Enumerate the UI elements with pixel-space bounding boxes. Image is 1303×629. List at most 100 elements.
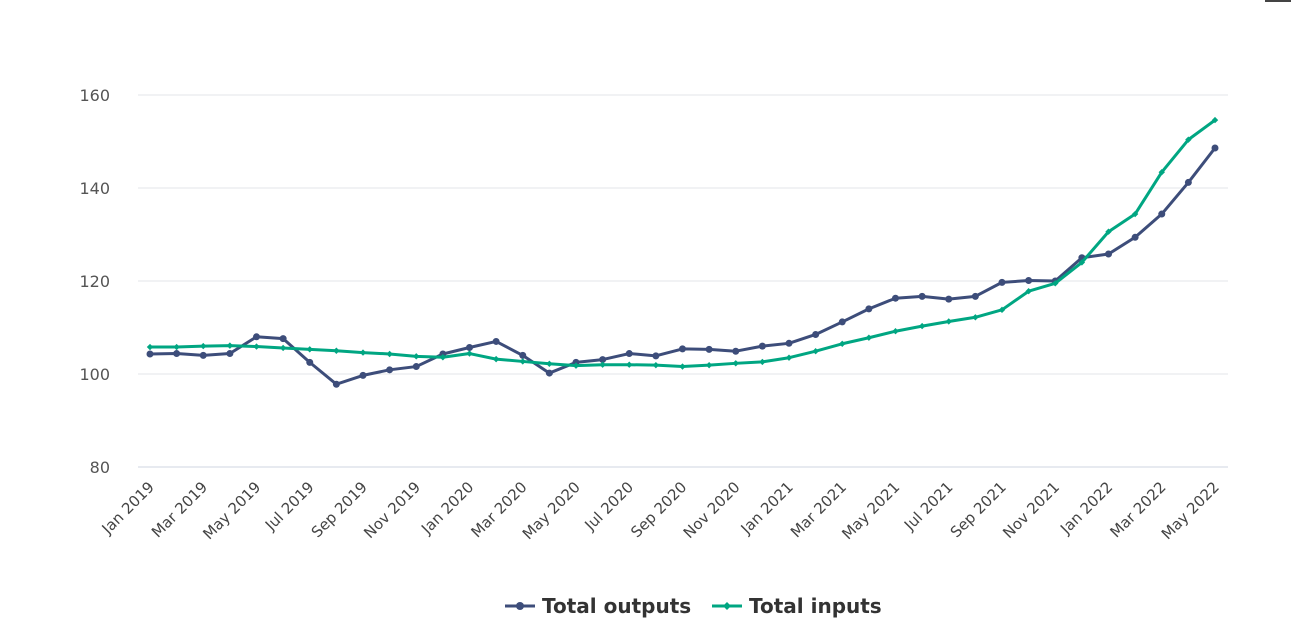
y-tick-label-100: 100 <box>79 365 110 384</box>
point-total-inputs-sep-2019[interactable] <box>359 349 367 356</box>
point-total-outputs-may-2022[interactable] <box>1211 144 1219 152</box>
point-total-inputs-mar-2021[interactable] <box>839 340 846 347</box>
point-total-outputs-aug-2021[interactable] <box>971 292 979 300</box>
point-total-outputs-jan-2021[interactable] <box>785 339 793 347</box>
x-tick-label-nov-2019: Nov 2019 <box>360 478 424 542</box>
point-total-inputs-aug-2020[interactable] <box>652 361 660 369</box>
legend: Total outputs Total inputs <box>505 594 882 618</box>
point-total-outputs-mar-2019[interactable] <box>199 351 207 359</box>
legend-item-total-inputs[interactable]: Total inputs <box>712 594 882 618</box>
point-total-outputs-jan-2019[interactable] <box>146 350 154 358</box>
point-total-inputs-may-2019[interactable] <box>253 343 260 350</box>
point-total-inputs-feb-2022[interactable] <box>1131 210 1139 218</box>
point-total-outputs-nov-2019[interactable] <box>412 363 420 371</box>
point-total-outputs-mar-2022[interactable] <box>1158 210 1166 218</box>
point-total-inputs-feb-2021[interactable] <box>812 348 819 355</box>
point-total-inputs-sep-2020[interactable] <box>679 363 686 370</box>
point-total-inputs-dec-2021[interactable] <box>1078 259 1086 266</box>
point-total-outputs-sep-2019[interactable] <box>359 371 367 379</box>
point-total-outputs-oct-2021[interactable] <box>1025 277 1033 285</box>
point-total-outputs-nov-2020[interactable] <box>732 347 740 355</box>
point-total-outputs-feb-2020[interactable] <box>492 337 500 345</box>
x-tick-label-may-2021: May 2021 <box>838 478 903 543</box>
legend-item-total-outputs[interactable]: Total outputs <box>505 594 691 618</box>
point-total-inputs-jun-2020[interactable] <box>599 361 606 368</box>
legend-marker-total-inputs <box>723 602 731 610</box>
point-total-outputs-may-2021[interactable] <box>892 294 899 302</box>
point-total-inputs-may-2020[interactable] <box>572 362 580 369</box>
point-total-inputs-oct-2020[interactable] <box>705 361 713 369</box>
point-total-inputs-apr-2019[interactable] <box>226 342 234 349</box>
point-total-inputs-aug-2021[interactable] <box>972 314 979 321</box>
point-total-outputs-dec-2020[interactable] <box>758 342 766 350</box>
point-total-outputs-jul-2020[interactable] <box>625 350 633 358</box>
point-total-inputs-may-2021[interactable] <box>892 328 899 335</box>
point-total-inputs-jun-2019[interactable] <box>279 344 287 352</box>
point-total-inputs-jan-2021[interactable] <box>785 354 793 361</box>
point-total-inputs-jul-2019[interactable] <box>306 346 313 353</box>
y-tick-label-140: 140 <box>79 179 110 198</box>
point-total-inputs-feb-2020[interactable] <box>492 355 500 363</box>
x-tick-label-may-2020: May 2020 <box>519 478 584 543</box>
point-total-inputs-oct-2019[interactable] <box>386 350 393 358</box>
point-total-outputs-aug-2020[interactable] <box>652 352 660 360</box>
x-tick-label-nov-2021: Nov 2021 <box>999 478 1063 542</box>
point-total-inputs-apr-2020[interactable] <box>546 360 553 367</box>
point-total-outputs-feb-2021[interactable] <box>812 330 820 338</box>
series-lines <box>146 116 1219 388</box>
point-total-inputs-dec-2020[interactable] <box>759 358 766 366</box>
point-total-outputs-apr-2020[interactable] <box>545 369 553 377</box>
point-total-inputs-jul-2020[interactable] <box>626 361 633 368</box>
point-total-outputs-feb-2019[interactable] <box>173 350 181 358</box>
x-tick-label-may-2019: May 2019 <box>199 478 264 543</box>
point-total-outputs-feb-2022[interactable] <box>1131 233 1139 241</box>
point-total-inputs-nov-2019[interactable] <box>413 353 420 360</box>
point-total-inputs-sep-2021[interactable] <box>998 306 1006 314</box>
point-total-outputs-sep-2021[interactable] <box>998 278 1006 286</box>
point-total-inputs-oct-2021[interactable] <box>1025 288 1032 295</box>
point-total-inputs-nov-2021[interactable] <box>1052 280 1059 287</box>
point-total-outputs-apr-2022[interactable] <box>1184 178 1192 186</box>
y-tick-label-120: 120 <box>79 272 110 291</box>
point-total-outputs-apr-2019[interactable] <box>226 350 234 358</box>
point-total-inputs-apr-2021[interactable] <box>865 334 873 341</box>
point-total-inputs-feb-2019[interactable] <box>173 343 180 351</box>
point-total-inputs-mar-2022[interactable] <box>1158 168 1165 176</box>
point-total-inputs-jan-2022[interactable] <box>1105 228 1112 235</box>
point-total-outputs-jun-2021[interactable] <box>918 292 926 300</box>
series-line-total-inputs <box>148 118 1217 369</box>
point-total-outputs-jul-2019[interactable] <box>306 358 314 366</box>
point-total-inputs-jun-2021[interactable] <box>918 322 926 330</box>
point-total-outputs-oct-2019[interactable] <box>386 366 394 374</box>
point-total-outputs-mar-2020[interactable] <box>519 351 527 359</box>
point-total-outputs-may-2019[interactable] <box>253 333 260 341</box>
point-total-inputs-apr-2022[interactable] <box>1185 136 1192 143</box>
menu-indicator <box>1265 0 1291 2</box>
point-total-inputs-aug-2019[interactable] <box>333 347 340 354</box>
point-total-inputs-jul-2021[interactable] <box>945 318 952 325</box>
point-total-outputs-oct-2020[interactable] <box>705 345 713 353</box>
point-total-inputs-mar-2019[interactable] <box>200 342 207 350</box>
point-total-inputs-mar-2020[interactable] <box>519 358 526 365</box>
point-total-inputs-may-2022[interactable] <box>1211 116 1219 124</box>
point-total-outputs-sep-2020[interactable] <box>679 345 686 353</box>
point-total-inputs-nov-2020[interactable] <box>732 360 739 367</box>
point-total-outputs-jul-2021[interactable] <box>945 295 953 303</box>
point-total-outputs-jan-2022[interactable] <box>1105 250 1112 258</box>
series-total-outputs <box>146 144 1219 388</box>
point-total-outputs-jan-2020[interactable] <box>466 343 473 351</box>
point-total-inputs-jan-2020[interactable] <box>466 350 473 357</box>
point-total-outputs-aug-2019[interactable] <box>332 380 340 388</box>
point-total-inputs-dec-2019[interactable] <box>439 354 447 361</box>
series-total-inputs <box>146 116 1219 370</box>
legend-marker-total-outputs <box>516 602 524 610</box>
x-tick-label-sep-2020: Sep 2020 <box>627 478 690 541</box>
point-total-outputs-apr-2021[interactable] <box>865 305 873 313</box>
point-total-outputs-mar-2021[interactable] <box>838 318 846 326</box>
point-total-inputs-jan-2019[interactable] <box>146 343 154 351</box>
legend-label-total-inputs: Total inputs <box>749 594 882 618</box>
point-total-outputs-jun-2020[interactable] <box>599 356 607 364</box>
point-total-outputs-jun-2019[interactable] <box>279 335 287 343</box>
